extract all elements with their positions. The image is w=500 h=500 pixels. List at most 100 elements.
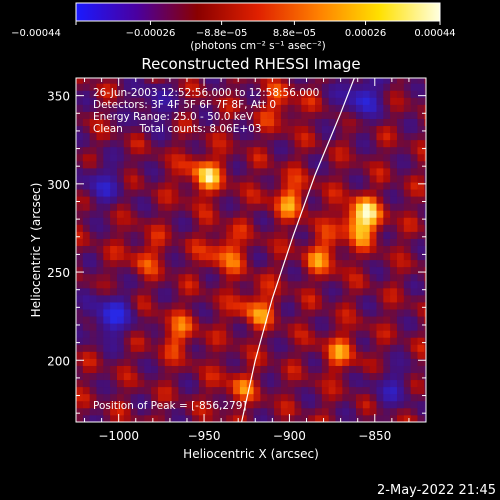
heatmap-cell [274, 104, 282, 112]
heatmap-cell [383, 90, 391, 98]
heatmap-cell [137, 358, 145, 366]
heatmap-cell [410, 252, 418, 261]
heatmap-cell [205, 167, 213, 176]
heatmap-cell [390, 210, 398, 218]
heatmap-cell [328, 337, 336, 345]
heatmap-cell [369, 393, 377, 402]
heatmap-cell [178, 217, 186, 225]
heatmap-cell [103, 196, 111, 204]
heatmap-cell [164, 175, 173, 183]
heatmap-cell [383, 146, 391, 155]
heatmap-cell [178, 153, 186, 162]
heatmap-cell [233, 379, 241, 388]
heatmap-cell [82, 217, 91, 225]
heatmap-cell [315, 393, 323, 402]
heatmap-cell [342, 167, 350, 176]
heatmap-cell [76, 351, 84, 359]
heatmap-cell [233, 358, 241, 366]
heatmap-cell [103, 273, 111, 282]
heatmap-cell [390, 245, 398, 254]
heatmap-cell [260, 344, 268, 352]
heatmap-cell [274, 78, 282, 84]
heatmap-cell [349, 287, 357, 296]
heatmap-cell [356, 393, 364, 402]
heatmap-cell [178, 294, 186, 303]
heatmap-cell [144, 252, 152, 261]
heatmap-cell [321, 273, 330, 282]
heatmap-cell [192, 302, 200, 310]
heatmap-cell [267, 407, 275, 416]
heatmap-cell [410, 379, 418, 388]
heatmap-cell [226, 266, 234, 275]
heatmap-cell [239, 245, 248, 254]
heatmap-cell [164, 167, 173, 176]
heatmap-cell [376, 351, 384, 359]
heatmap-cell [171, 203, 179, 211]
heatmap-cell [151, 175, 159, 183]
heatmap-cell [328, 400, 336, 409]
heatmap-cell [116, 316, 125, 324]
heatmap-cell [315, 182, 323, 190]
heatmap-cell [410, 196, 418, 204]
heatmap-cell [301, 189, 309, 197]
heatmap-cell [410, 337, 418, 345]
heatmap-cell [376, 132, 384, 141]
heatmap-cell [137, 238, 145, 246]
heatmap-cell [219, 146, 227, 155]
heatmap-cell [301, 316, 309, 324]
heatmap-cell [192, 344, 200, 352]
heatmap-cell [369, 337, 377, 345]
heatmap-cell [424, 266, 426, 275]
heatmap-cell [110, 175, 118, 183]
heatmap-cell [212, 224, 220, 232]
heatmap-cell [192, 104, 200, 112]
heatmap-cell [308, 210, 316, 218]
heatmap-cell [369, 266, 377, 275]
heatmap-cell [89, 407, 97, 416]
heatmap-cell [171, 125, 179, 134]
heatmap-cell [82, 210, 91, 218]
heatmap-cell [287, 97, 295, 105]
heatmap-cell [110, 407, 118, 416]
heatmap-cell [376, 139, 384, 148]
heatmap-cell [342, 323, 350, 331]
heatmap-cell [369, 379, 377, 388]
heatmap-cell [274, 365, 282, 374]
heatmap-cell [198, 132, 207, 141]
heatmap-cell [410, 259, 418, 268]
heatmap-cell [274, 280, 282, 289]
heatmap-cell [253, 393, 261, 402]
heatmap-cell [185, 224, 193, 232]
heatmap-cell [103, 287, 111, 296]
heatmap-cell [328, 139, 336, 148]
heatmap-cell [110, 132, 118, 141]
heatmap-cell [315, 203, 323, 211]
heatmap-cell [294, 111, 302, 119]
heatmap-cell [103, 330, 111, 338]
heatmap-cell [328, 358, 336, 366]
heatmap-cell [219, 351, 227, 359]
colorbar-ticks: −0.00044 −0.00026 −8.8e−05 8.8e−05 0.00026 0.… [11, 21, 456, 39]
heatmap-cell [274, 344, 282, 352]
heatmap-cell [157, 330, 166, 338]
heatmap-cell [335, 104, 343, 112]
heatmap-cell [403, 78, 412, 84]
heatmap-cell [383, 294, 391, 303]
heatmap-cell [294, 259, 302, 268]
heatmap-cell [321, 287, 330, 296]
heatmap-cell [417, 414, 425, 422]
heatmap-cell [116, 330, 125, 338]
heatmap-cell [308, 182, 316, 190]
heatmap-cell [198, 203, 207, 211]
heatmap-cell [226, 302, 234, 310]
heatmap-cell [96, 400, 104, 409]
heatmap-cell [335, 252, 343, 261]
heatmap-cell [239, 323, 248, 331]
heatmap-cell [308, 351, 316, 359]
heatmap-cell [144, 294, 152, 303]
heatmap-cell [396, 372, 405, 381]
heatmap-cell [280, 97, 289, 105]
heatmap-cell [110, 78, 118, 84]
heatmap-cell [383, 139, 391, 148]
heatmap-cell [424, 97, 426, 105]
